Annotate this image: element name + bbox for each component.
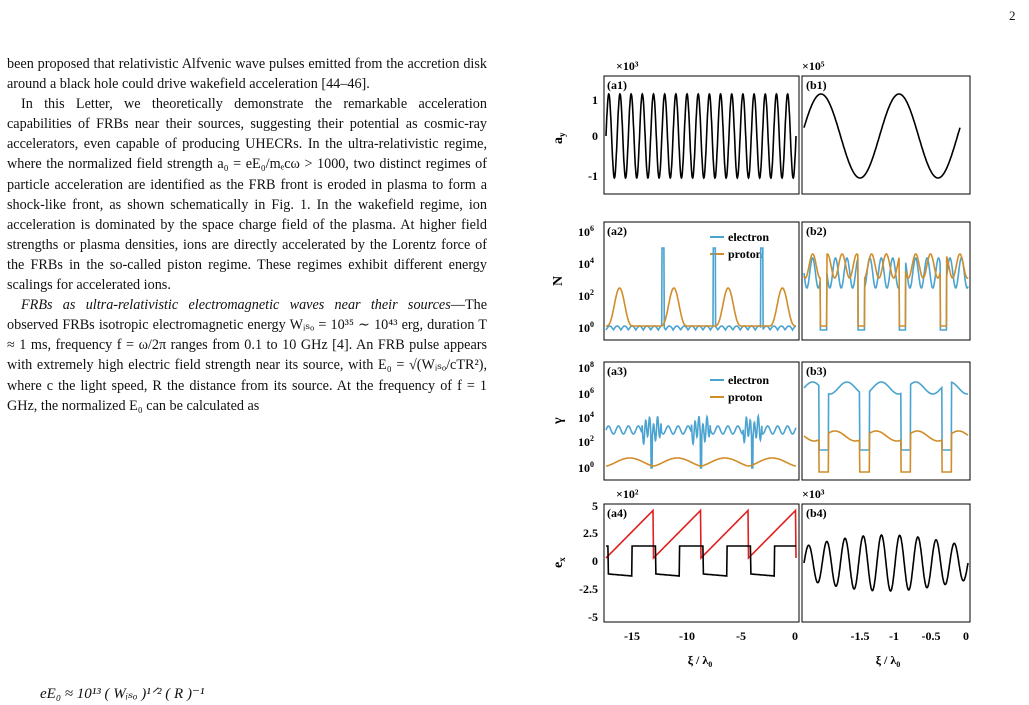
curve-b3-electron bbox=[803, 381, 969, 451]
curve-b2-electron bbox=[803, 256, 969, 331]
ytick-row4-m2-5: -2.5 bbox=[579, 582, 598, 596]
xlabel-b: ξ / λ0 bbox=[876, 653, 901, 669]
ytick-row2-2: 102 bbox=[578, 288, 594, 303]
panel-label-a3: (a3) bbox=[607, 364, 627, 378]
panel-label-a4: (a4) bbox=[607, 506, 627, 520]
paragraph-1: been proposed that relativistic Alfvenic… bbox=[7, 56, 487, 93]
panel-label-b2: (b2) bbox=[806, 224, 827, 238]
ytick-row3-2: 102 bbox=[578, 434, 594, 449]
ytick-row2-0: 100 bbox=[578, 320, 594, 335]
paragraph-3: FRBs as ultra-relativistic electromagnet… bbox=[7, 295, 487, 416]
panel-b3-frame bbox=[801, 361, 971, 481]
ytick-row2-4: 104 bbox=[578, 256, 594, 271]
legend-electron-a3: electron bbox=[728, 373, 769, 387]
xtick-a-m5: -5 bbox=[736, 629, 746, 643]
body-text-column: been proposed that relativistic Alfvenic… bbox=[7, 54, 487, 416]
xtick-b-m1-5: -1.5 bbox=[851, 629, 870, 643]
paragraph-3-heading: FRBs as ultra-relativistic electromagnet… bbox=[21, 297, 451, 314]
panel-a1-frame bbox=[603, 75, 800, 195]
ytick-row3-8: 108 bbox=[578, 360, 594, 375]
panel-b4-frame bbox=[801, 503, 971, 623]
curve-a3-electron bbox=[605, 413, 797, 469]
exp-label-b1: ×10⁵ bbox=[802, 59, 825, 73]
panel-label-b3: (b3) bbox=[806, 364, 827, 378]
xtick-a-m15: -15 bbox=[624, 629, 640, 643]
curve-a2-electron bbox=[605, 247, 797, 332]
panel-label-b1: (b1) bbox=[806, 78, 827, 92]
ytick-row3-0: 100 bbox=[578, 460, 594, 475]
panel-label-b4: (b4) bbox=[806, 506, 827, 520]
ytick-row4-m5: -5 bbox=[588, 610, 598, 624]
panel-a4-frame bbox=[603, 503, 800, 623]
curve-a1-ay bbox=[605, 92, 797, 180]
figure-1-panels: ×10³ ×10⁵ ×10² ×10³ (a1) (b1) (a2) (b2) … bbox=[551, 59, 971, 669]
panel-a2-frame bbox=[603, 221, 800, 341]
exp-label-b4: ×10³ bbox=[802, 487, 825, 501]
page-number: 2 bbox=[1009, 8, 1016, 23]
ytick-row4-2-5: 2.5 bbox=[583, 526, 598, 540]
curve-a4-field bbox=[606, 545, 796, 577]
ylabel-row3: γ bbox=[551, 417, 566, 425]
ylabel-row4: ex bbox=[551, 557, 567, 568]
xlabel-a: ξ / λ0 bbox=[688, 653, 713, 669]
paragraph-2: In this Letter, we theoretically demonst… bbox=[7, 96, 487, 294]
ytick-row3-4: 104 bbox=[578, 410, 594, 425]
curve-a3-proton bbox=[606, 457, 796, 467]
paragraph-3-body: —The observed FRBs isotropic electromagn… bbox=[7, 297, 487, 414]
curve-b3-proton bbox=[803, 430, 969, 473]
panel-b2-frame bbox=[801, 221, 971, 341]
panel-b1-frame bbox=[801, 75, 971, 195]
xtick-a-0: 0 bbox=[792, 629, 798, 643]
panel-label-a2: (a2) bbox=[607, 224, 627, 238]
xtick-a-m10: -10 bbox=[679, 629, 695, 643]
ylabel-row1: ay bbox=[551, 132, 567, 144]
ytick-row4-0: 0 bbox=[592, 554, 598, 568]
exp-label-a4: ×10² bbox=[616, 487, 639, 501]
ytick-row3-6: 106 bbox=[578, 386, 594, 401]
ytick-row1-1: 1 bbox=[592, 93, 598, 107]
curve-b1-ay bbox=[803, 93, 961, 179]
ytick-row2-6: 106 bbox=[578, 224, 594, 239]
ylabel-row2: N bbox=[551, 276, 566, 286]
ytick-row1-0: 0 bbox=[592, 129, 598, 143]
exp-label-a1: ×10³ bbox=[616, 59, 639, 73]
equation-fragment: eE₀ ≈ 10¹³ ( Wᵢₛₒ )¹ᐟ² ( R )⁻¹ bbox=[40, 686, 205, 702]
xtick-b-m1: -1 bbox=[889, 629, 899, 643]
legend-proton-a3: proton bbox=[728, 390, 763, 404]
legend-electron-a2: electron bbox=[728, 230, 769, 244]
panel-a3-frame bbox=[603, 361, 800, 481]
curve-b4-field bbox=[803, 533, 969, 593]
curve-b2-proton bbox=[803, 253, 969, 327]
xtick-b-m0-5: -0.5 bbox=[922, 629, 941, 643]
curve-a2-proton bbox=[606, 287, 796, 327]
xtick-b-0: 0 bbox=[963, 629, 969, 643]
ytick-row4-5: 5 bbox=[592, 499, 598, 513]
legend-proton-a2: proton bbox=[728, 247, 763, 261]
curve-a4-envelope bbox=[605, 508, 797, 560]
panel-label-a1: (a1) bbox=[607, 78, 627, 92]
ytick-row1-m1: -1 bbox=[588, 169, 598, 183]
